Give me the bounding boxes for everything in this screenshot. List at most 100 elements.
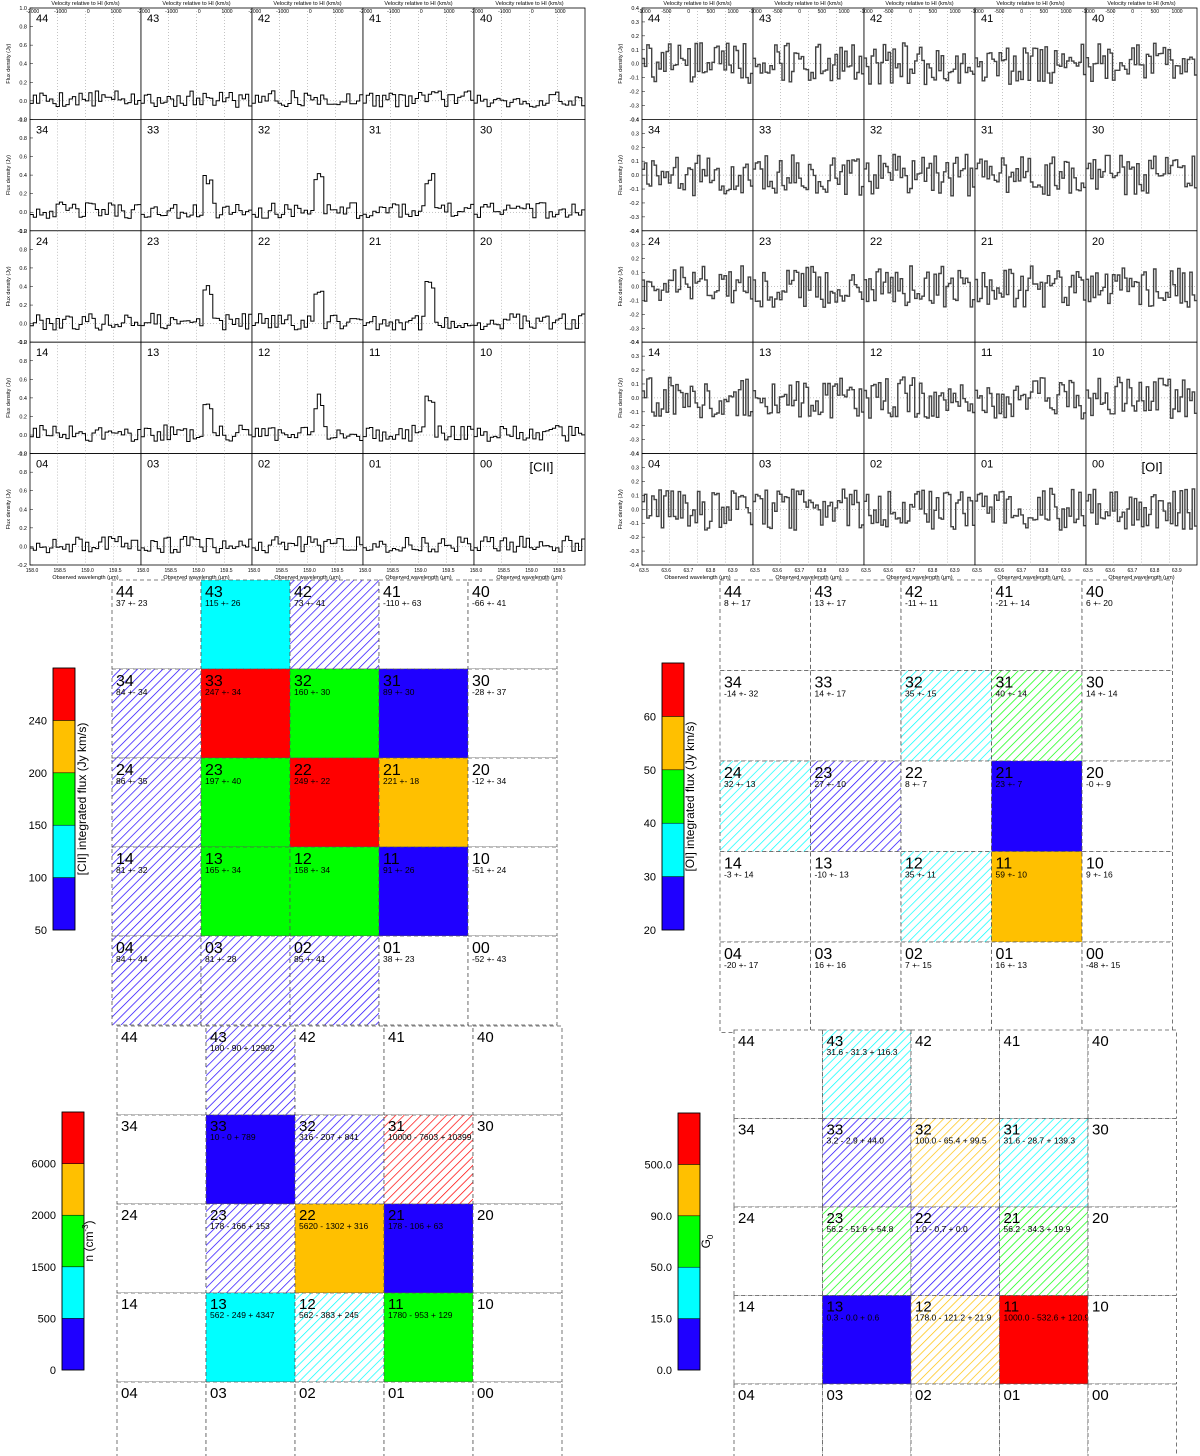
spectrum-line [753, 42, 864, 83]
map-cell-22: 221.0 - 0.7 + 0.0 [910, 1206, 1000, 1296]
colorbar-label: n (cm-3) [81, 1220, 96, 1261]
flux-tick-label: 1.0 [19, 452, 27, 458]
map-cell-label: 40 [1086, 584, 1104, 601]
map-cell-box [294, 1292, 385, 1383]
map-cell-value: 9 +- 16 [1086, 870, 1113, 880]
map-cell-box [910, 1029, 1000, 1119]
spectrum-line [1086, 154, 1197, 196]
colorbar-segment [677, 1266, 701, 1319]
wavelength-tick-label: 63.9 [950, 568, 960, 574]
velocity-tick-label: -500 [883, 9, 893, 15]
map-cell-42: 42 [294, 1025, 385, 1116]
velocity-tick-label: -500 [772, 9, 782, 15]
flux-tick-label: 0.3 [631, 20, 639, 26]
map-cell-41: 41 [383, 1025, 474, 1116]
flux-tick-label: 0.4 [631, 6, 639, 12]
colorbar-tick-label: 240 [29, 715, 47, 727]
spectrum-line [363, 173, 474, 218]
wavelength-tick-label: 63.6 [994, 568, 1004, 574]
map-cell-label: 11 [388, 1296, 404, 1313]
map-cell-label: 42 [905, 584, 923, 601]
flux-tick-label: 0.2 [631, 257, 639, 263]
flux-tick-label: -0.3 [630, 438, 639, 444]
map-cell-value: -11 +- 11 [905, 598, 938, 608]
map-cell-value: -66 +- 41 [472, 598, 507, 608]
flux-tick-label: -0.2 [630, 90, 639, 96]
map-cell-label: 14 [724, 856, 742, 873]
map-cell-label: 23 [210, 1207, 227, 1224]
flux-tick-label: 0.3 [631, 131, 639, 137]
wavelength-axis-label: Observed wavelength (μm) [1108, 575, 1174, 581]
flux-tick-label: 0.0 [19, 544, 27, 550]
flux-tick-label: 0.2 [19, 303, 27, 309]
map-cell-label: 43 [815, 584, 833, 601]
flux-tick-label: 0.3 [631, 466, 639, 472]
map-cell-value: -14 +- 32 [724, 689, 759, 699]
flux-tick-label: -0.2 [18, 340, 27, 346]
map-cell-10: 109 +- 16 [1081, 851, 1173, 943]
spectrum-line [975, 487, 1086, 531]
map-cell-value: 23 +- 7 [996, 779, 1023, 789]
wavelength-tick-label: 158.5 [275, 568, 288, 574]
flux-tick-label: 0.2 [631, 479, 639, 485]
map-cell-value: 84 +- 44 [116, 954, 148, 964]
velocity-axis-label: Velocity relative to HI (km/s) [1107, 1, 1175, 7]
map-cell-box [999, 1383, 1089, 1456]
velocity-tick-label: 0 [531, 9, 534, 15]
spectrum-line [141, 90, 252, 108]
velocity-tick-label: -1000 [498, 9, 511, 15]
map-cell-value: 5620 - 1302 + 316 [299, 1221, 369, 1231]
map-cell-box [822, 1118, 912, 1208]
wavelength-tick-label: 63.6 [883, 568, 893, 574]
map-cell-label: 01 [996, 946, 1014, 963]
map-cell-box [719, 851, 811, 943]
spectrum-cell-32: 32 [251, 119, 364, 232]
spectrum-cell-12: 12 [863, 341, 976, 455]
map-cell-box [378, 668, 469, 759]
flux-tick-label: -0.4 [630, 563, 639, 569]
map-cell-box [900, 851, 992, 943]
colorbar-frame [52, 667, 76, 931]
colorbar: 0 500 1500 2000 6000 n (cm-3) [32, 1111, 96, 1377]
map-cell-box [822, 1295, 912, 1385]
spectrum-line [753, 265, 864, 308]
map-cell-box [111, 579, 202, 670]
colorbar-segment [52, 720, 76, 774]
spectrum-cell-31: 31 [362, 119, 475, 232]
velocity-axis-label: Velocity relative to HI (km/s) [996, 1, 1064, 7]
map-cell-label: 04 [121, 1385, 138, 1402]
map-cell-label: 31 [996, 675, 1014, 692]
spectrum-line [141, 403, 252, 442]
map-cell-value: 16 +- 16 [815, 960, 847, 970]
map-cell-label: 22 [905, 765, 923, 782]
wavelength-tick-label: 158.0 [248, 568, 261, 574]
map-cell-33: 333.2 - 2.9 + 44.0 [822, 1118, 912, 1208]
spectrum-cell-label: 33 [147, 124, 159, 136]
map-cell-value: 35 +- 11 [905, 870, 936, 880]
spectrum-line [1086, 488, 1197, 530]
map-cell-box [719, 579, 811, 671]
map-cell-box [991, 670, 1083, 762]
map-cell-value: 165 +- 34 [205, 865, 241, 875]
flux-tick-label: 1.0 [19, 340, 27, 346]
oi-spectra-panel: 44 -0.4 -0.3 -0.2 -0.1 0.0 0.1 0.2 0.3 0.4 Flux de… [618, 1, 1198, 581]
flux-tick-label: 0.8 [19, 359, 27, 365]
map-cell-box [472, 1381, 563, 1456]
map-cell-label: 24 [121, 1207, 138, 1224]
map-cell-value: 1780 - 953 + 129 [388, 1310, 453, 1320]
map-cell-label: 11 [1004, 1299, 1020, 1316]
flux-tick-label: 0.4 [19, 173, 27, 179]
flux-tick-label: 1.0 [19, 6, 27, 12]
spectrum-cell-label: 20 [1092, 236, 1104, 248]
spectrum-cell-label: 30 [1092, 124, 1104, 136]
flux-tick-label: 0.6 [19, 489, 27, 495]
